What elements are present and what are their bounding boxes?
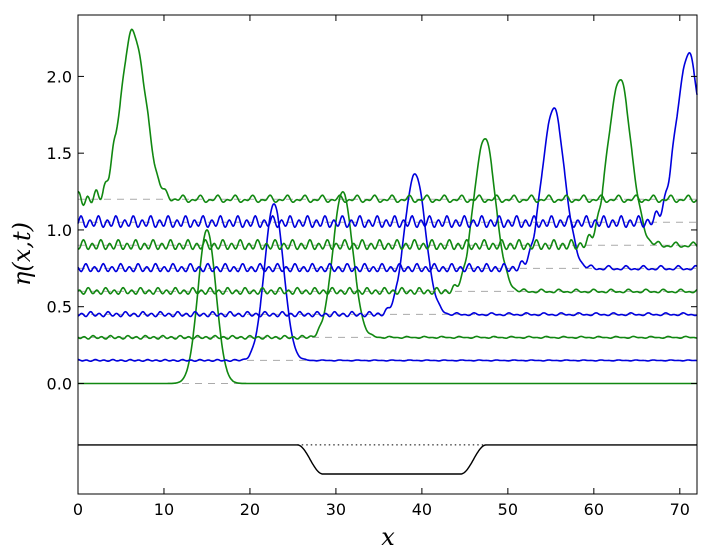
series-line-1 [78,203,697,363]
series-line-6 [77,78,698,251]
bathymetry-line [78,444,697,475]
y-axis-label: η(x,t) [8,222,36,286]
x-tick-label: 30 [326,500,346,519]
y-tick-label: 0.5 [47,298,72,317]
x-tick-label: 0 [73,500,83,519]
series-line-8 [77,28,698,207]
y-tick-label: 1.5 [47,144,72,163]
y-tick-label: 1.0 [47,221,72,240]
x-tick-label: 60 [584,500,604,519]
x-tick-label: 50 [498,500,518,519]
y-tick-label: 2.0 [47,67,72,86]
series-line-4 [77,137,698,295]
series-line-3 [77,173,698,318]
x-tick-label: 10 [154,500,174,519]
series-line-7 [77,51,698,229]
x-tick-label: 40 [412,500,432,519]
y-ticks: 0.0 0.5 1.0 1.5 2.0 [47,67,697,393]
y-tick-label: 0.0 [47,374,72,393]
series-line-2 [77,190,698,340]
plot-frame [77,14,698,495]
series-group [77,28,698,385]
x-ticks: 0 10 20 30 40 50 60 70 [73,15,690,519]
x-axis-label: x [381,523,395,551]
bathymetry [78,444,697,475]
x-tick-label: 20 [240,500,260,519]
series-line-0 [78,229,697,385]
series-line-5 [77,107,698,273]
x-tick-label: 70 [670,500,690,519]
